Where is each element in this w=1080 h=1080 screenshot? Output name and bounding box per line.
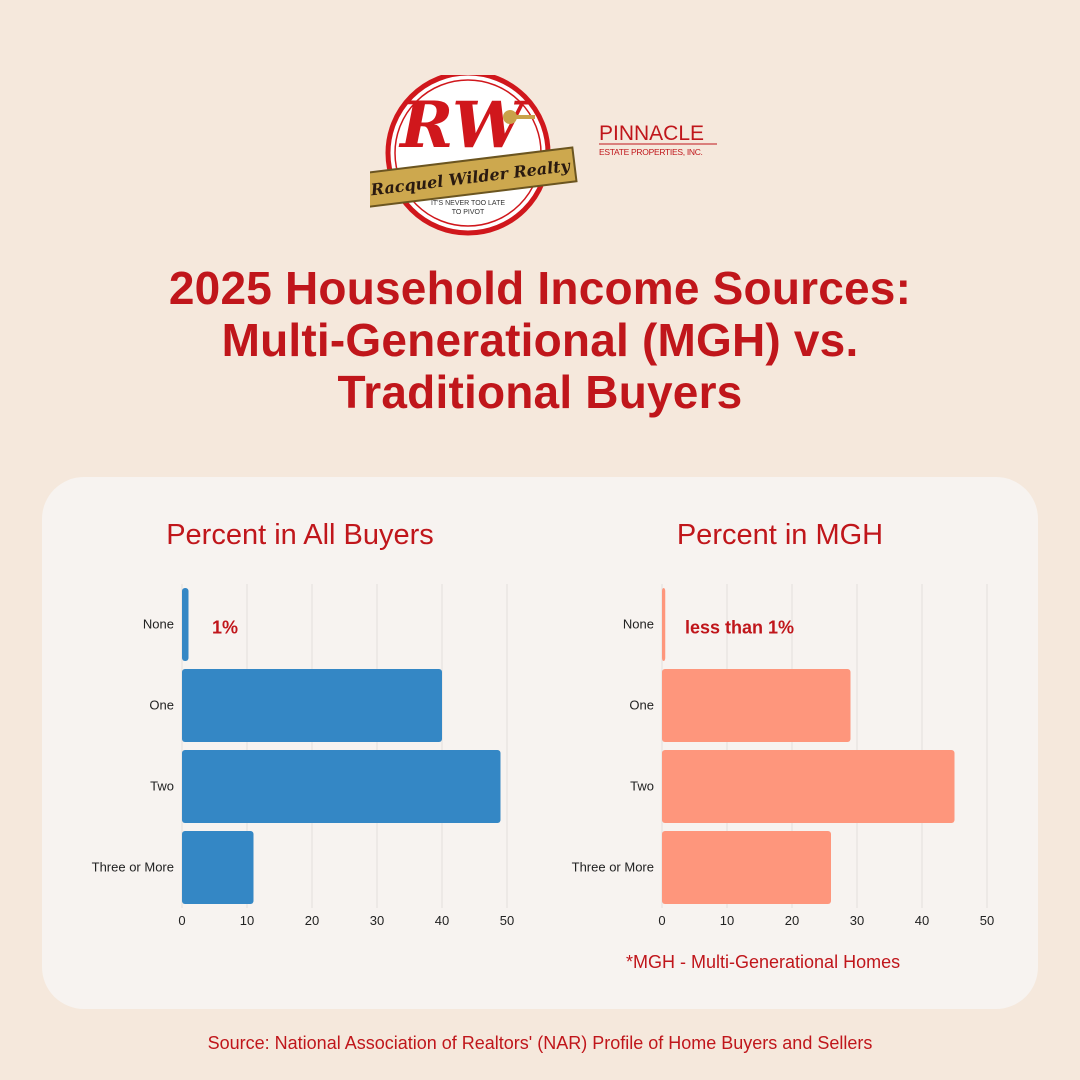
all-buyers-x-tick-50: 50 [500, 913, 514, 928]
all-buyers-category-label: Three or More [92, 860, 174, 875]
key-icon [503, 110, 535, 124]
partner-sub: ESTATE PROPERTIES, INC. [599, 147, 703, 157]
logo-tagline-1: IT'S NEVER TOO LATE [431, 200, 505, 207]
mgh-bar-one [662, 669, 851, 742]
all-buyers-x-tick-20: 20 [305, 913, 319, 928]
all-buyers-x-tick-0: 0 [178, 913, 185, 928]
all-buyers-x-tick-30: 30 [370, 913, 384, 928]
all-buyers-data-label: 1% [212, 618, 238, 638]
title-line-1: 2025 Household Income Sources: [168, 262, 912, 314]
all-buyers-bar-one [182, 669, 442, 742]
mgh-chart-title: Percent in MGH [677, 519, 883, 551]
mgh-category-label: None [623, 617, 654, 632]
mgh-bar-three-or-more [662, 831, 831, 904]
mgh-x-tick-50: 50 [980, 913, 994, 928]
all-buyers-category-label: One [149, 698, 174, 713]
pinnacle-logo: PINNACLE ESTATE PROPERTIES, INC. [599, 122, 717, 157]
mgh-category-label: One [629, 698, 654, 713]
logo-monogram: RW [398, 88, 530, 163]
mgh-x-tick-10: 10 [720, 913, 734, 928]
mgh-bar-two [662, 750, 955, 823]
all-buyers-chart-title: Percent in All Buyers [166, 519, 434, 551]
all-buyers-category-label: Two [150, 779, 174, 794]
mgh-x-tick-30: 30 [850, 913, 864, 928]
mgh-category-label: Two [630, 779, 654, 794]
all-buyers-category-label: None [143, 617, 174, 632]
page-title: 2025 Household Income Sources: Multi-Gen… [40, 262, 1040, 418]
title-line-2: Multi-Generational (MGH) vs. [221, 314, 859, 366]
all-buyers-x-tick-10: 10 [240, 913, 254, 928]
all-buyers-bar-two [182, 750, 501, 823]
mgh-x-tick-20: 20 [785, 913, 799, 928]
all-buyers-bar-none [182, 588, 189, 661]
mgh-x-tick-40: 40 [915, 913, 929, 928]
title-line-3: Traditional Buyers [337, 366, 743, 418]
racquel-wilder-realty-logo: RW Racquel Wilder Realty IT'S NEVER TOO … [370, 75, 578, 236]
mgh-category-label: Three or More [572, 860, 654, 875]
all-buyers-x-tick-40: 40 [435, 913, 449, 928]
logo-banner [370, 146, 578, 208]
footnote: *MGH - Multi-Generational Homes [626, 952, 901, 972]
source-note: Source: National Association of Realtors… [207, 1033, 873, 1053]
chart-panel [42, 477, 1038, 1009]
logo-tagline-2: TO PIVOT [452, 209, 485, 216]
mgh-data-label: less than 1% [685, 618, 794, 638]
logo-area: RW Racquel Wilder Realty IT'S NEVER TOO … [370, 75, 717, 236]
mgh-bar-none [662, 588, 666, 661]
all-buyers-bar-three-or-more [182, 831, 254, 904]
mgh-x-tick-0: 0 [658, 913, 665, 928]
partner-name: PINNACLE [599, 122, 704, 145]
